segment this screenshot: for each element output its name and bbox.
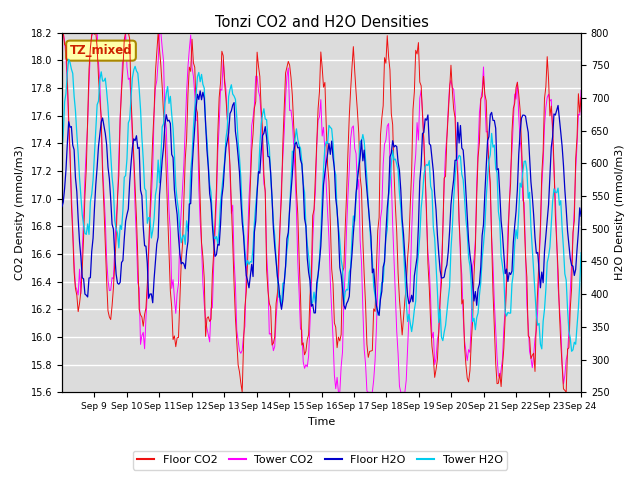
Y-axis label: H2O Density (mmol/m3): H2O Density (mmol/m3) xyxy=(615,144,625,280)
Title: Tonzi CO2 and H2O Densities: Tonzi CO2 and H2O Densities xyxy=(214,15,428,30)
Text: TZ_mixed: TZ_mixed xyxy=(70,44,132,57)
Y-axis label: CO2 Density (mmol/m3): CO2 Density (mmol/m3) xyxy=(15,145,25,280)
Legend: Floor CO2, Tower CO2, Floor H2O, Tower H2O: Floor CO2, Tower CO2, Floor H2O, Tower H… xyxy=(133,451,507,469)
X-axis label: Time: Time xyxy=(308,417,335,427)
